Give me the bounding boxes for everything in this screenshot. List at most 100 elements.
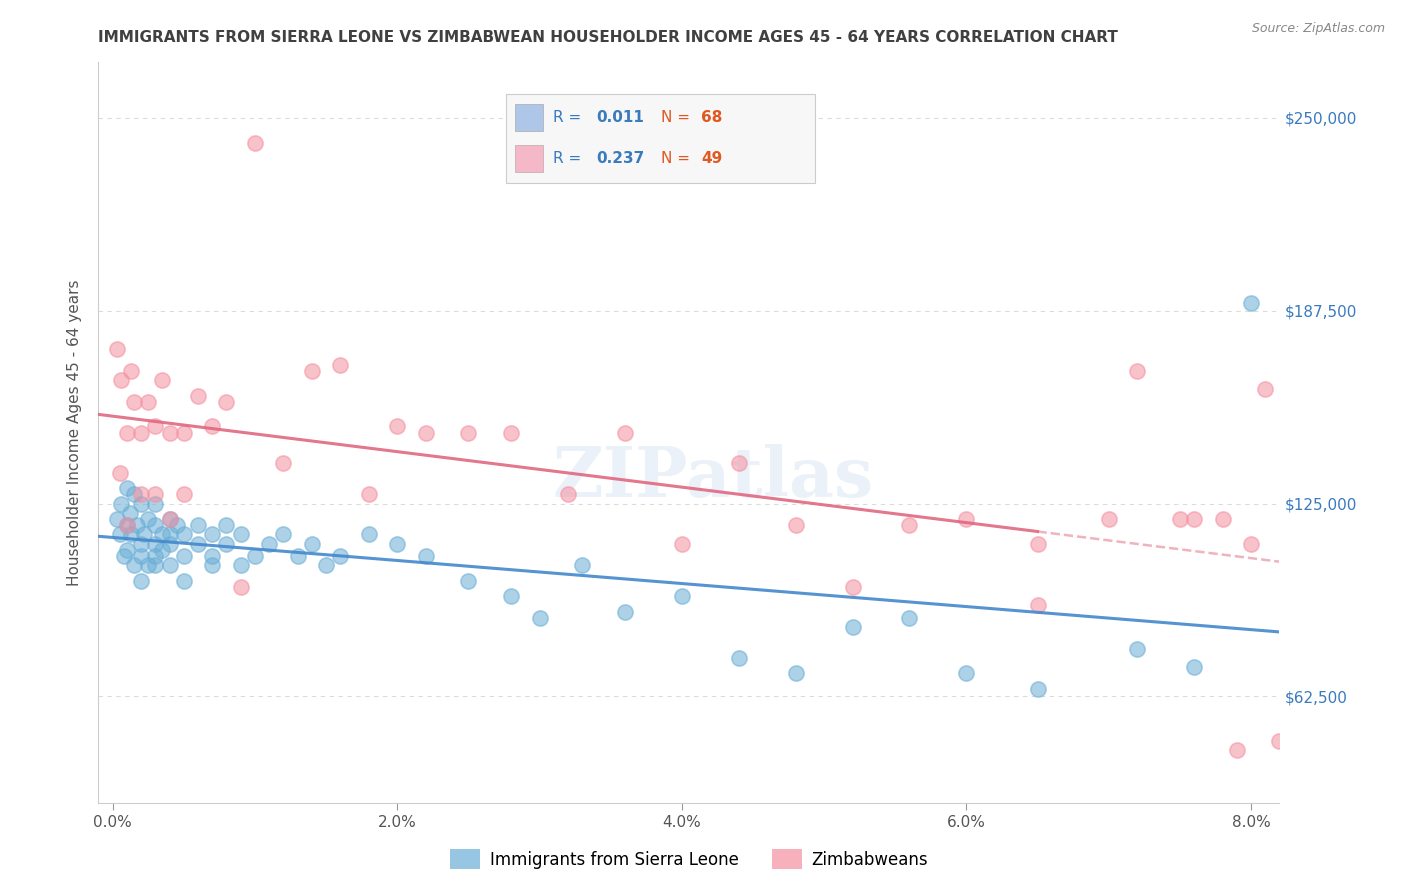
Point (215, 518, 238, 533)
Bar (516, 145, 543, 172)
Point (357, 487, 380, 501)
Point (457, 574, 479, 588)
Text: IMMIGRANTS FROM SIERRA LEONE VS ZIMBABWEAN HOUSEHOLDER INCOME AGES 45 - 64 YEARS: IMMIGRANTS FROM SIERRA LEONE VS ZIMBABWE… (98, 29, 1118, 45)
Point (105, 512, 128, 526)
Text: N =: N = (661, 111, 695, 125)
Point (301, 364, 323, 378)
Point (125, 518, 148, 533)
Point (1254, 383, 1277, 397)
Point (215, 394, 238, 409)
Point (152, 542, 174, 557)
Point (159, 512, 181, 526)
Point (301, 536, 323, 550)
Text: Source: ZipAtlas.com: Source: ZipAtlas.com (1251, 22, 1385, 36)
Point (110, 373, 132, 387)
Point (243, 136, 266, 150)
Point (129, 536, 152, 550)
Point (143, 497, 166, 511)
Point (122, 394, 145, 409)
Point (187, 536, 209, 550)
Point (201, 419, 224, 434)
Point (143, 518, 166, 533)
Text: 49: 49 (702, 152, 723, 166)
Point (115, 425, 138, 440)
Point (173, 574, 195, 588)
Point (898, 518, 921, 533)
Point (1126, 641, 1149, 656)
Point (129, 549, 152, 563)
Point (115, 518, 138, 533)
Point (152, 527, 174, 541)
Point (118, 506, 141, 520)
Point (1026, 599, 1049, 613)
Point (287, 549, 309, 563)
Text: R =: R = (553, 152, 586, 166)
Point (955, 666, 977, 681)
Point (387, 419, 409, 434)
Bar (516, 104, 543, 131)
Point (112, 549, 135, 563)
Point (557, 487, 579, 501)
Point (329, 549, 352, 563)
Point (187, 388, 209, 402)
Point (1026, 536, 1049, 550)
Point (129, 574, 152, 588)
Point (159, 527, 181, 541)
Point (785, 666, 807, 681)
Point (173, 425, 195, 440)
Point (671, 589, 693, 603)
Point (173, 527, 195, 541)
Point (129, 497, 152, 511)
Point (136, 512, 159, 526)
Point (229, 527, 252, 541)
Point (229, 580, 252, 594)
Point (159, 425, 181, 440)
Point (143, 536, 166, 550)
Point (143, 558, 166, 573)
Point (122, 487, 145, 501)
Point (457, 425, 479, 440)
Point (159, 512, 181, 526)
Point (387, 536, 409, 550)
Text: ZIPatlas: ZIPatlas (553, 443, 873, 510)
Point (159, 558, 181, 573)
Point (841, 620, 863, 634)
Point (187, 518, 209, 533)
Point (1026, 681, 1049, 696)
Point (201, 558, 224, 573)
Point (257, 536, 280, 550)
Point (122, 558, 145, 573)
Point (898, 610, 921, 624)
Point (1226, 743, 1249, 757)
Point (105, 343, 128, 357)
Point (115, 481, 138, 495)
Point (671, 536, 693, 550)
Point (201, 549, 224, 563)
Point (132, 527, 155, 541)
Point (143, 549, 166, 563)
Point (1240, 296, 1263, 310)
Point (613, 605, 636, 619)
Legend: Immigrants from Sierra Leone, Zimbabweans: Immigrants from Sierra Leone, Zimbabwean… (443, 842, 935, 876)
Point (129, 425, 152, 440)
Y-axis label: Householder Income Ages 45 - 64 years: Householder Income Ages 45 - 64 years (67, 279, 83, 586)
Point (357, 527, 380, 541)
Text: N =: N = (661, 152, 695, 166)
Point (136, 558, 159, 573)
Point (115, 542, 138, 557)
Point (1098, 512, 1121, 526)
Point (159, 536, 181, 550)
Point (152, 373, 174, 387)
Point (329, 358, 352, 372)
Point (1212, 512, 1234, 526)
Point (173, 549, 195, 563)
Point (143, 419, 166, 434)
Point (115, 518, 138, 533)
Text: R =: R = (553, 111, 586, 125)
Point (1182, 512, 1205, 526)
Point (173, 487, 195, 501)
Point (841, 580, 863, 594)
Point (727, 457, 749, 471)
Point (143, 487, 166, 501)
Point (499, 425, 522, 440)
